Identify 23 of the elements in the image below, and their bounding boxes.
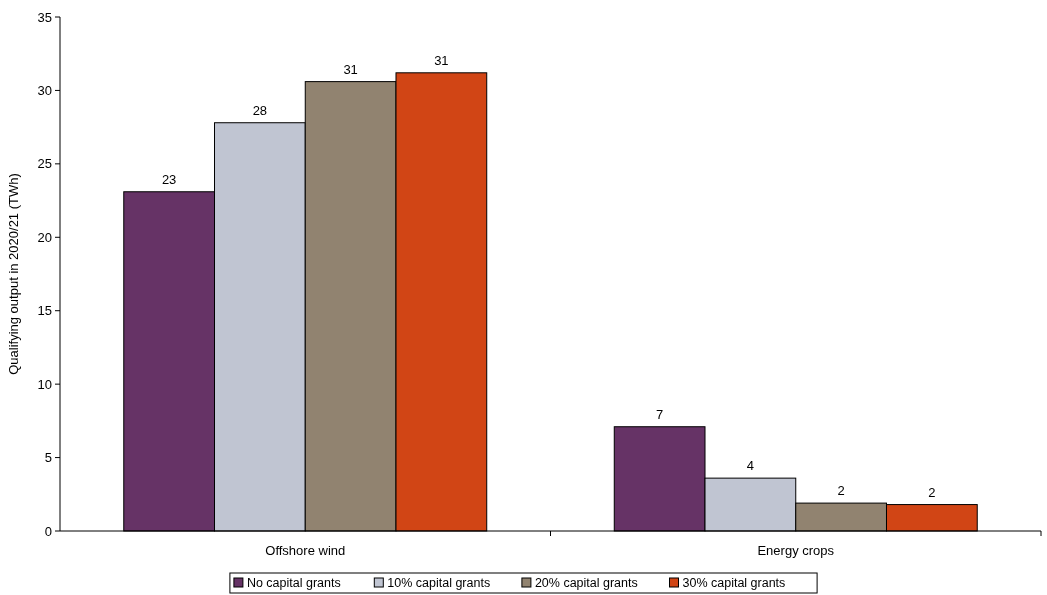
legend-label: 10% capital grants (387, 576, 491, 590)
data-label: 2 (928, 484, 936, 500)
x-tick-label: Energy crops (757, 543, 835, 558)
legend-label: No capital grants (246, 576, 341, 590)
y-tick-label: 15 (37, 303, 52, 319)
y-axis-title: Qualifying output in 2020/21 (TWh) (6, 173, 21, 375)
data-label: 31 (343, 61, 358, 77)
y-tick-label: 20 (37, 229, 52, 245)
y-tick-label: 0 (44, 523, 52, 539)
legend-label: 20% capital grants (534, 576, 638, 590)
x-tick-label: Offshore wind (265, 543, 346, 558)
data-label: 31 (434, 52, 449, 68)
legend-label: 30% capital grants (682, 576, 786, 590)
y-tick-label: 25 (37, 156, 52, 172)
data-label: 4 (746, 458, 754, 474)
data-label: 7 (656, 406, 664, 422)
y-tick-label: 35 (37, 9, 52, 25)
data-label: 2 (837, 483, 845, 499)
y-tick-label: 5 (44, 450, 52, 466)
y-tick-label: 30 (37, 82, 52, 98)
data-label: 28 (252, 102, 268, 118)
y-tick-label: 10 (37, 376, 52, 392)
data-label: 23 (161, 171, 177, 187)
